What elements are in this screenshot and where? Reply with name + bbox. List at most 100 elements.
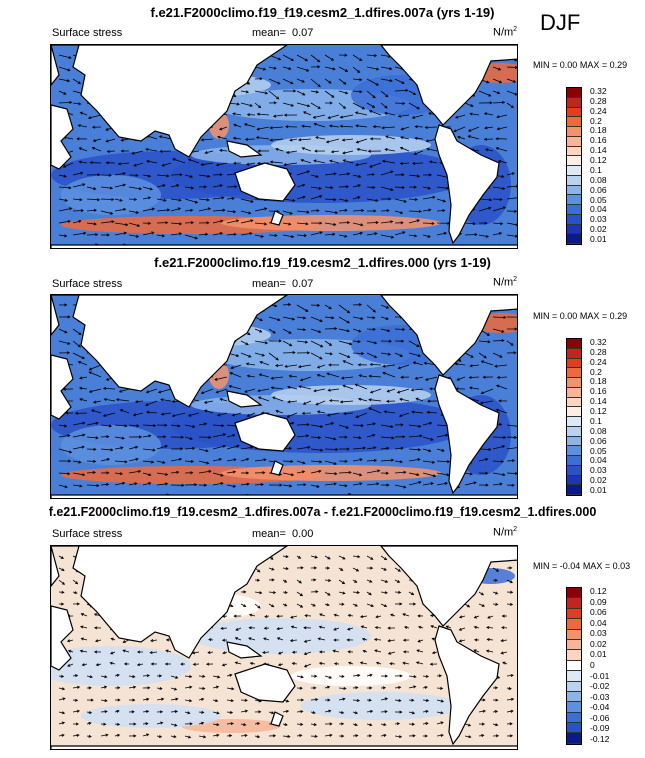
colorbar-tick-label: 0.04 (590, 617, 607, 628)
colorbar-swatch (567, 156, 581, 166)
colorbar-swatch (567, 588, 581, 599)
colorbar-swatch (567, 619, 581, 630)
landmass (51, 45, 60, 86)
colorbar-swatch (567, 702, 581, 713)
colorbar-tick-label: 0.01 (590, 234, 607, 245)
colorbar-tick-label: -0.03 (590, 691, 610, 702)
landmass (51, 605, 74, 671)
colorbar-swatch (567, 456, 581, 466)
panel1-title: f.e21.F2000climo.f19_f19.cesm2_1.dfires.… (150, 5, 495, 20)
colorbar-swatch (567, 598, 581, 609)
colorbar-tick-label: 0.05 (590, 445, 607, 456)
colorbar-tick-label: 0.02 (590, 475, 607, 486)
landmass (51, 354, 74, 420)
panel2-map-svg (51, 295, 517, 498)
colorbar-tick-label: 0 (590, 660, 595, 670)
colorbar-swatch (567, 117, 581, 127)
colorbar-tick-label: 0.24 (590, 356, 607, 367)
panel3-variable: Surface stress (52, 528, 123, 540)
colorbar-swatch (567, 436, 581, 447)
colorbar-tick-label: 0.03 (590, 628, 607, 639)
colorbar-swatch (567, 485, 581, 495)
panel2-map (50, 294, 518, 499)
colorbar-swatch (567, 417, 581, 427)
colorbar-swatch (567, 465, 581, 476)
colorbar-tick-label: 0.03 (590, 214, 607, 225)
field-shading (81, 704, 221, 728)
colorbar-swatch (567, 446, 581, 456)
panel1-units: N/m2 (493, 26, 518, 39)
landmass (270, 210, 284, 226)
colorbar-tick-label: 0.14 (590, 145, 607, 156)
panel3-map (50, 545, 518, 750)
colorbar-tick-label: 0.08 (590, 425, 607, 436)
colorbar-swatch (567, 691, 581, 703)
colorbar-tick-label: 0.04 (590, 204, 607, 215)
colorbar-tick-label: 0.32 (590, 85, 607, 96)
colorbar-tick-label: 0.1 (590, 415, 602, 426)
panel3-colorbar (566, 587, 582, 745)
colorbar-tick-label: 0.28 (590, 95, 607, 106)
landmass (51, 546, 289, 659)
landmass (226, 390, 263, 408)
landmass (234, 412, 296, 452)
colorbar-tick-label: 0.18 (590, 125, 607, 136)
landmass (51, 295, 60, 336)
colorbar-swatch (567, 127, 581, 137)
colorbar-tick-label: 0.06 (590, 435, 607, 446)
colorbar-tick-label: 0.06 (590, 184, 607, 195)
panel3-title: f.e21.F2000climo.f19_f19.cesm2_1.dfires.… (48, 505, 597, 519)
panel2-minmax: MIN = 0.00 MAX = 0.29 (533, 311, 628, 321)
panel3-mean-label: mean= (252, 528, 286, 540)
colorbar-swatch (567, 387, 581, 398)
colorbar-tick-label: 0.09 (590, 596, 607, 607)
panel1-map-svg (51, 45, 517, 248)
colorbar-tick-label: 0.02 (590, 224, 607, 235)
colorbar-tick-label: 0.08 (590, 174, 607, 185)
colorbar-swatch (567, 733, 581, 744)
colorbar-tick-label: 0.01 (590, 485, 607, 496)
colorbar-swatch (567, 88, 581, 98)
landmass (234, 162, 296, 202)
colorbar-swatch (567, 407, 581, 417)
panel2-variable: Surface stress (52, 278, 123, 290)
field-shading (221, 465, 441, 481)
colorbar-swatch (567, 671, 581, 682)
colorbar-swatch (567, 234, 581, 244)
landmass (51, 244, 517, 248)
colorbar-tick-label: 0.24 (590, 105, 607, 116)
panel2-units: N/m2 (493, 276, 518, 289)
colorbar-swatch (567, 97, 581, 108)
colorbar-tick-label: 0.16 (590, 386, 607, 397)
colorbar-tick-label: 0.28 (590, 346, 607, 357)
field-shading (221, 215, 441, 231)
colorbar-tick-label: -0.04 (590, 702, 610, 713)
colorbar-tick-label: 0.04 (590, 455, 607, 466)
landmass (51, 494, 517, 498)
colorbar-tick-label: 0.2 (590, 366, 602, 377)
panel2-mean-value: 0.07 (292, 278, 314, 290)
landmass (270, 711, 284, 727)
colorbar-tick-label: -0.02 (590, 681, 610, 692)
landmass (434, 124, 500, 245)
colorbar-swatch (567, 723, 581, 734)
colorbar-swatch (567, 205, 581, 215)
colorbar-tick-label: 0.02 (590, 638, 607, 649)
panel3-minmax: MIN = -0.04 MAX = 0.03 (533, 561, 631, 571)
colorbar-swatch (567, 339, 581, 349)
landmass (434, 625, 500, 746)
panel1-mean-value: 0.07 (292, 27, 314, 39)
colorbar-swatch (567, 214, 581, 225)
colorbar-tick-label: 0.06 (590, 607, 607, 618)
colorbar-swatch (567, 136, 581, 147)
colorbar-tick-label: -0.12 (590, 733, 610, 744)
colorbar-swatch (567, 397, 581, 408)
colorbar-swatch (567, 368, 581, 378)
colorbar-swatch (567, 650, 581, 661)
colorbar-swatch (567, 629, 581, 640)
colorbar-tick-label: -0.06 (590, 712, 610, 723)
colorbar-swatch (567, 358, 581, 369)
landmass (270, 460, 284, 476)
colorbar-swatch (567, 378, 581, 388)
landmass (226, 641, 263, 659)
